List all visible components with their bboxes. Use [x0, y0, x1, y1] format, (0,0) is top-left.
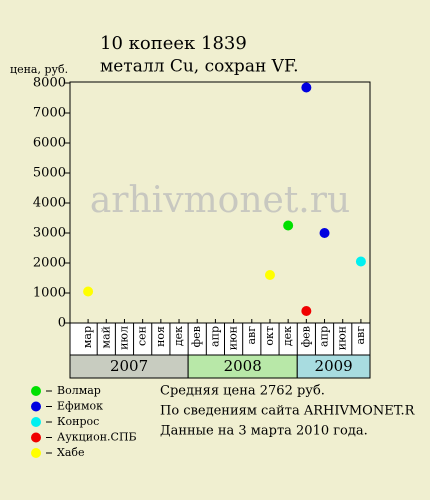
year-label: 2009 — [315, 357, 353, 375]
point — [355, 256, 366, 267]
point — [301, 82, 312, 93]
year-label: 2008 — [224, 357, 262, 375]
x-tick-label: июн — [336, 326, 349, 350]
y-tick-label: 7000 — [33, 106, 66, 121]
x-tick-label: ноя — [154, 326, 167, 347]
x-tick-label: апр — [208, 326, 221, 347]
y-tick-label: 0 — [58, 316, 66, 331]
legend-marker — [31, 432, 41, 443]
y-tick-label: 1000 — [33, 286, 66, 301]
legend-label: Аукцион.СПБ — [57, 431, 137, 444]
legend-marker — [31, 417, 41, 427]
x-tick-label: дек — [281, 326, 294, 346]
point — [283, 220, 294, 231]
note: Данные на 3 марта 2010 года. — [160, 424, 368, 439]
note: Средняя цена 2762 руб. — [160, 384, 325, 399]
x-tick-label: дек — [172, 326, 185, 346]
legend-label: Ефимок — [57, 400, 103, 413]
x-tick-label: авг — [245, 326, 258, 345]
legend-marker — [31, 448, 41, 458]
x-tick-label: мар — [81, 326, 94, 348]
legend-marker — [31, 401, 41, 412]
x-tick-label: июл — [117, 326, 130, 350]
y-tick-label: 4000 — [33, 196, 66, 211]
year-band — [296, 354, 371, 379]
legend-label: Конрос — [57, 415, 99, 428]
y-tick-label: 8000 — [33, 76, 66, 91]
x-tick-label: авг — [354, 326, 367, 345]
x-tick-label: май — [99, 326, 112, 348]
point — [264, 270, 275, 280]
x-tick-label: сен — [136, 326, 149, 346]
chart-subtitle: металл Cu, сохран VF. — [100, 57, 299, 77]
point — [301, 306, 312, 316]
year-label: 2007 — [110, 357, 148, 375]
x-tick-label: окт — [263, 326, 276, 346]
watermark: arhivmonet.ru — [90, 180, 350, 221]
x-tick-label: фев — [190, 326, 203, 347]
x-tick-label: фев — [299, 326, 312, 347]
x-tick-label: июн — [227, 326, 240, 350]
x-tick-label: апр — [318, 326, 331, 347]
legend-marker — [31, 386, 41, 396]
point — [83, 286, 94, 297]
legend-label: Хабе — [57, 446, 85, 459]
y-tick-label: 3000 — [33, 226, 66, 241]
y-tick-label: 5000 — [33, 166, 66, 181]
y-axis-label: цена, руб. — [10, 63, 68, 76]
note: По сведениям сайта ARHIVMONET.R — [160, 404, 416, 419]
chart-title: 10 копеек 1839 — [100, 33, 247, 54]
point — [319, 228, 330, 238]
y-tick-label: 6000 — [33, 136, 66, 151]
y-tick-label: 2000 — [33, 256, 66, 271]
legend-label: Волмар — [57, 384, 101, 397]
